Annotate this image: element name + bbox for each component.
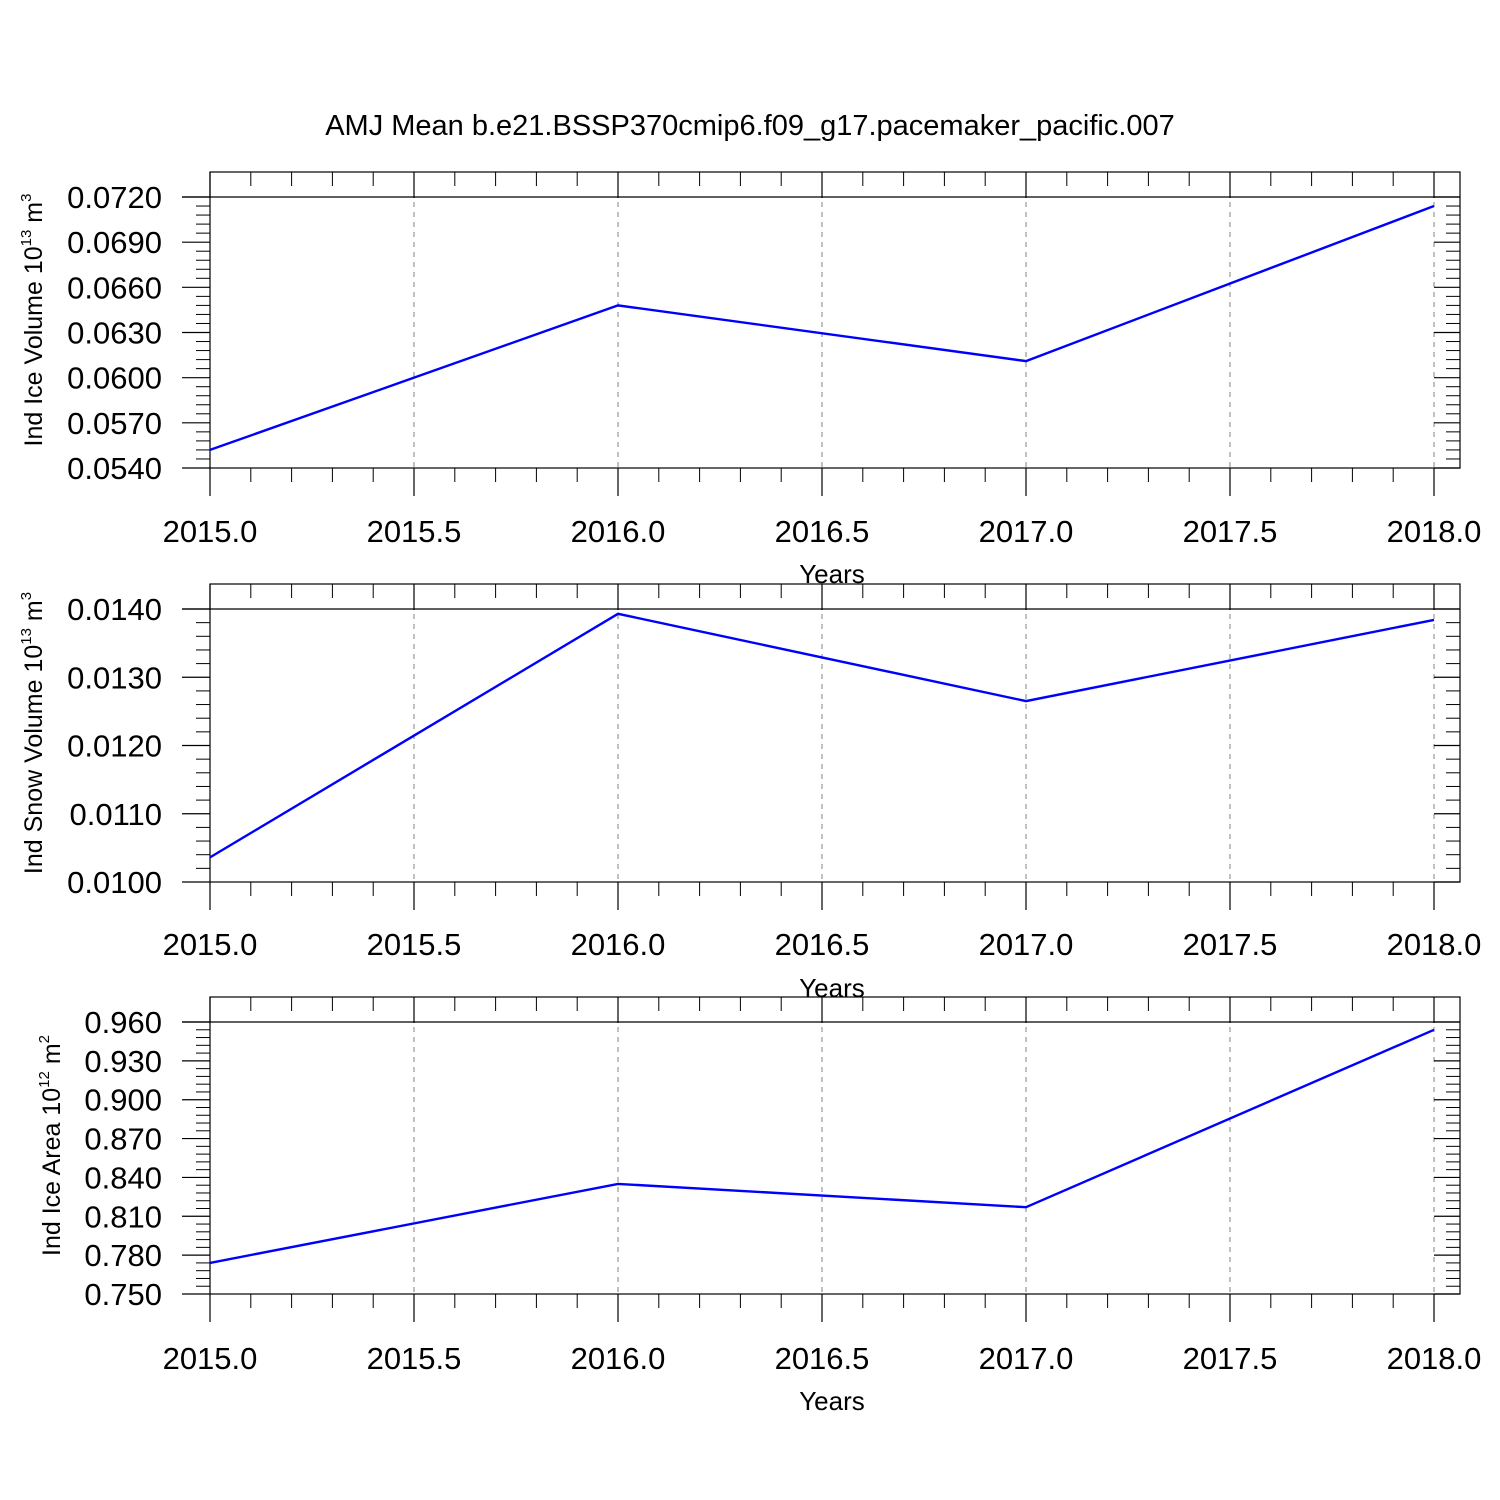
xtick-label: 2015.0 [163, 514, 258, 549]
plot-frame [209, 171, 1461, 469]
ytick-label: 0.0600 [67, 361, 162, 396]
ytick-label: 0.870 [84, 1122, 162, 1157]
ytick-label: 0.0690 [67, 225, 162, 260]
xtick-label: 2017.0 [979, 927, 1074, 962]
ytick-label: 0.810 [84, 1199, 162, 1234]
xtick-label: 2018.0 [1387, 927, 1482, 962]
series-line [209, 204, 1435, 452]
y-axis-label: Ind Ice Area 1012 m2 [36, 1035, 66, 1256]
ytick-label: 0.0720 [67, 180, 162, 215]
ytick-label: 0.840 [84, 1160, 162, 1195]
ytick-label: 0.0630 [67, 316, 162, 351]
xtick-label: 2015.0 [163, 1341, 258, 1376]
x-axis-label: Years [799, 1386, 865, 1416]
plot-frame [209, 996, 1461, 1295]
panel-1: 0.0540 0.0570 0.0600 0.0630 0.0660 0.0690 0.07… [18, 171, 1482, 589]
xtick-label: 2017.0 [979, 514, 1074, 549]
ytick-label: 0.960 [84, 1005, 162, 1040]
xtick-label: 2017.0 [979, 1341, 1074, 1376]
ytick-label: 0.0110 [69, 797, 162, 832]
ytick-label: 0.0540 [67, 451, 162, 486]
x-axis-label: Years [799, 973, 865, 1003]
chart-title: AMJ Mean b.e21.BSSP370cmip6.f09_g17.pace… [325, 110, 1175, 142]
xtick-label: 2016.0 [571, 514, 666, 549]
ytick-label: 0.750 [84, 1277, 162, 1312]
xtick-label: 2015.0 [163, 927, 258, 962]
xtick-label: 2016.5 [775, 927, 870, 962]
xtick-label: 2015.5 [367, 514, 462, 549]
ytick-label: 0.0140 [67, 592, 162, 627]
xtick-label: 2016.0 [571, 927, 666, 962]
ytick-label: 0.930 [84, 1044, 162, 1079]
xtick-label: 2016.0 [571, 1341, 666, 1376]
ytick-label: 0.780 [84, 1238, 162, 1273]
ytick-label: 0.0130 [67, 660, 162, 695]
y-axis-label: Ind Ice Volume 1013 m3 [18, 194, 48, 447]
xtick-label: 2015.5 [367, 1341, 462, 1376]
ytick-label: 0.900 [84, 1083, 162, 1118]
ytick-label: 0.0100 [67, 865, 162, 900]
xtick-label: 2015.5 [367, 927, 462, 962]
xtick-label: 2016.5 [775, 1341, 870, 1376]
xtick-label: 2017.5 [1183, 514, 1278, 549]
xtick-label: 2016.5 [775, 514, 870, 549]
ytick-label: 0.0570 [67, 406, 162, 441]
panel-2: 0.0100 0.0110 0.0120 0.0130 0.0140 2015.0 2015… [18, 583, 1482, 1003]
ytick-label: 0.0120 [67, 729, 162, 764]
series-line [209, 1028, 1435, 1265]
plot-frame [209, 583, 1461, 883]
ytick-label: 0.0660 [67, 270, 162, 305]
xtick-label: 2017.5 [1183, 927, 1278, 962]
series-line [209, 612, 1435, 859]
xtick-label: 2018.0 [1387, 514, 1482, 549]
xtick-label: 2017.5 [1183, 1341, 1278, 1376]
panels: 0.0540 0.0570 0.0600 0.0630 0.0660 0.0690 0.07… [18, 171, 1482, 1416]
xtick-label: 2018.0 [1387, 1341, 1482, 1376]
y-axis-label: Ind Snow Volume 1013 m3 [18, 592, 48, 874]
